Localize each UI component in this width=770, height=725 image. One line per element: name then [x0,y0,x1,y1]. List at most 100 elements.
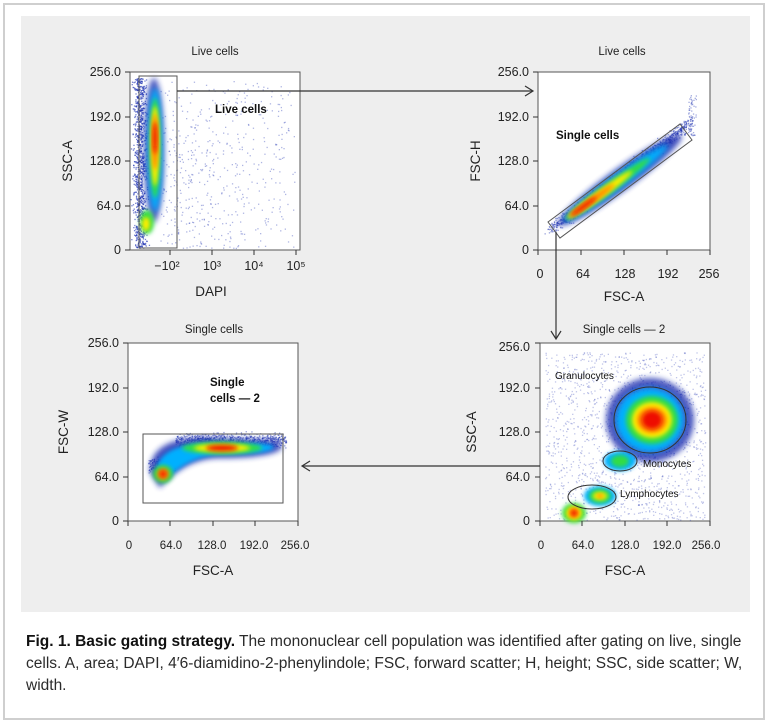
scatter-point [553,441,556,444]
scatter-point [658,506,660,508]
scatter-point [191,173,193,176]
scatter-point [622,473,624,476]
scatter-point [658,483,660,485]
scatter-point [277,440,279,442]
scatter-point [192,229,194,231]
scatter-point [140,228,142,230]
scatter-point [589,511,591,513]
scatter-point [279,436,281,438]
scatter-point [680,130,683,133]
scatter-point [279,182,281,184]
scatter-point [221,435,223,437]
scatter-point [220,435,222,437]
scatter-point [169,154,171,156]
scatter-point [686,120,688,123]
scatter-point [691,117,693,119]
scatter-point [136,226,138,228]
scatter-point [573,444,575,447]
scatter-point [137,88,139,90]
scatter-point [576,482,578,484]
scatter-point [564,519,566,521]
scatter-point [656,495,658,497]
scatter-point [140,159,142,161]
scatter-point [229,236,232,238]
scatter-point [686,484,688,486]
scatter-point [581,495,584,497]
scatter-point [186,434,189,436]
scatter-point [564,475,566,477]
scatter-point [692,103,694,105]
scatter-point [580,384,582,386]
scatter-point [205,119,207,121]
scatter-point [689,118,692,121]
scatter-point [610,477,612,479]
scatter-point [684,133,686,135]
scatter-point [639,468,641,470]
scatter-point [550,486,553,488]
scatter-point [682,130,684,132]
scatter-point [142,167,144,170]
scatter-point [572,371,575,373]
scatter-point [606,435,608,437]
scatter-point [556,224,558,226]
scatter-point [187,434,190,436]
scatter-point [558,477,561,480]
scatter-point [569,418,572,420]
scatter-point [552,226,554,228]
scatter-point [136,144,138,146]
scatter-point [594,398,596,401]
scatter-point [132,175,134,177]
scatter-point [679,379,681,381]
scatter-point [212,131,214,133]
scatter-point [689,359,691,362]
scatter-point [140,105,142,107]
scatter-point [139,200,141,203]
scatter-point [566,467,568,469]
scatter-point [140,150,142,152]
scatter-point [254,435,256,438]
scatter-point [142,134,144,136]
scatter-point [607,517,609,519]
scatter-point [235,187,237,189]
scatter-point [557,513,559,515]
scatter-point [137,106,139,108]
scatter-point [618,478,621,480]
scatter-point [180,437,183,440]
scatter-point [137,128,139,130]
scatter-point [227,133,229,135]
scatter-point [236,97,238,100]
scatter-point [140,188,143,191]
scatter-point [646,504,648,506]
scatter-point [246,197,248,199]
scatter-point [644,463,646,465]
scatter-point [604,380,607,382]
scatter-point [272,436,274,438]
scatter-point [604,482,606,484]
scatter-point [141,160,143,162]
scatter-point [658,466,660,468]
scatter-point [208,127,210,129]
scatter-point [691,123,693,125]
scatter-point [144,103,147,105]
scatter-point [653,468,655,470]
scatter-point [597,378,600,380]
scatter-point [629,352,631,354]
scatter-point [575,356,577,358]
y-tick-label: 128.0 [88,425,119,439]
scatter-point [562,487,565,490]
scatter-point [671,516,673,519]
scatter-point [618,356,620,358]
scatter-point [681,377,683,379]
scatter-point [136,189,139,191]
scatter-point [227,233,229,235]
scatter-point [231,214,233,216]
scatter-point [704,514,706,516]
scatter-point [559,387,561,389]
scatter-point [675,504,677,506]
scatter-point [606,404,608,407]
scatter-point [245,83,247,85]
scatter-point [704,432,707,434]
scatter-point [139,240,142,242]
scatter-point [684,124,686,126]
scatter-point [621,503,623,506]
